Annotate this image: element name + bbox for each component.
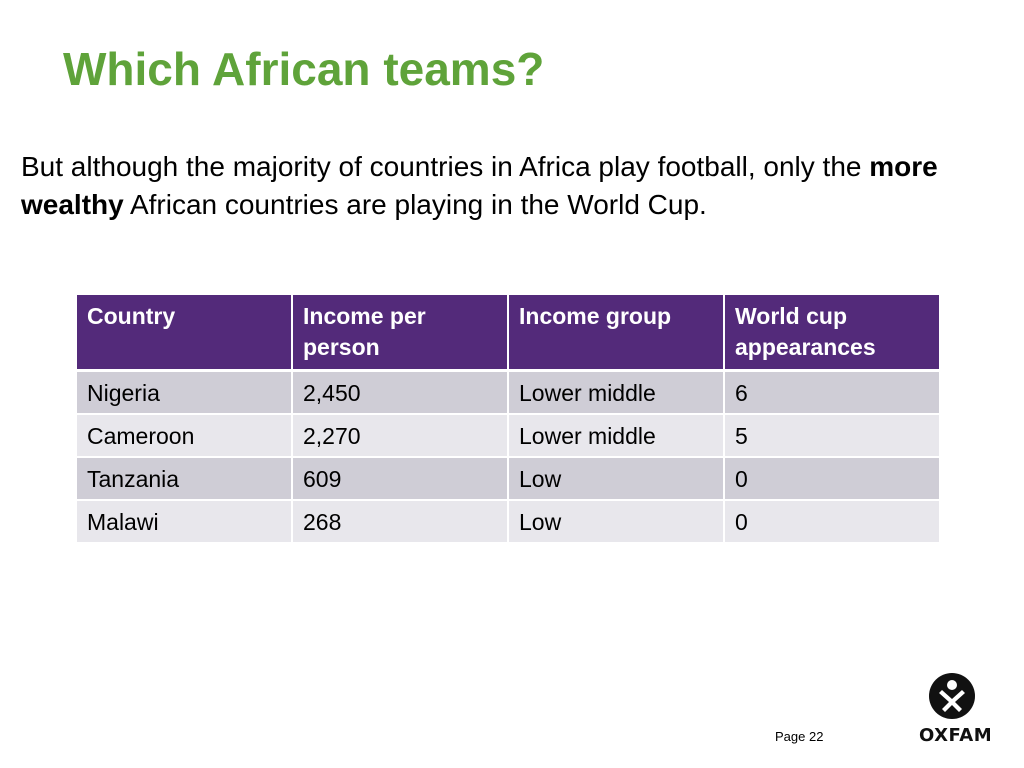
intro-emphasis: more wealthy bbox=[21, 151, 938, 220]
header-country: Country bbox=[77, 295, 293, 372]
cell-income-group: Lower middle bbox=[508, 370, 725, 415]
cell-world-cup-appearances: 0 bbox=[724, 500, 941, 544]
cell-country: Tanzania bbox=[77, 457, 293, 501]
oxfam-figure-icon bbox=[929, 673, 975, 719]
table-row: Malawi 268 Low 0 bbox=[77, 500, 941, 544]
cell-income-group: Lower middle bbox=[508, 414, 725, 458]
cell-country: Cameroon bbox=[77, 414, 293, 458]
table-row: Tanzania 609 Low 0 bbox=[77, 457, 941, 501]
header-income-per-person: Income per person bbox=[292, 295, 509, 372]
intro-paragraph: But although the majority of countries i… bbox=[21, 148, 1001, 224]
oxfam-logo: OXFAM bbox=[919, 673, 993, 749]
cell-income-per-person: 2,450 bbox=[292, 370, 509, 415]
cell-world-cup-appearances: 0 bbox=[724, 457, 941, 501]
slide-title: Which African teams? bbox=[63, 43, 545, 95]
intro-text-after: African countries are playing in the Wor… bbox=[123, 189, 707, 220]
cell-income-per-person: 268 bbox=[292, 500, 509, 544]
cell-world-cup-appearances: 5 bbox=[724, 414, 941, 458]
cell-income-per-person: 609 bbox=[292, 457, 509, 501]
cell-income-group: Low bbox=[508, 457, 725, 501]
oxfam-wordmark: OXFAM bbox=[919, 725, 993, 746]
table-row: Nigeria 2,450 Lower middle 6 bbox=[77, 370, 941, 415]
table-header-row: Country Income per person Income group W… bbox=[77, 295, 941, 372]
cell-income-group: Low bbox=[508, 500, 725, 544]
table-row: Cameroon 2,270 Lower middle 5 bbox=[77, 414, 941, 458]
cell-country: Nigeria bbox=[77, 370, 293, 415]
intro-text-before: But although the majority of countries i… bbox=[21, 151, 870, 182]
header-world-cup-appearances: World cup appearances bbox=[724, 295, 941, 372]
cell-world-cup-appearances: 6 bbox=[724, 370, 941, 415]
page-number: Page 22 bbox=[775, 729, 824, 744]
cell-income-per-person: 2,270 bbox=[292, 414, 509, 458]
countries-table: Country Income per person Income group W… bbox=[77, 295, 941, 544]
header-income-group: Income group bbox=[508, 295, 725, 372]
cell-country: Malawi bbox=[77, 500, 293, 544]
